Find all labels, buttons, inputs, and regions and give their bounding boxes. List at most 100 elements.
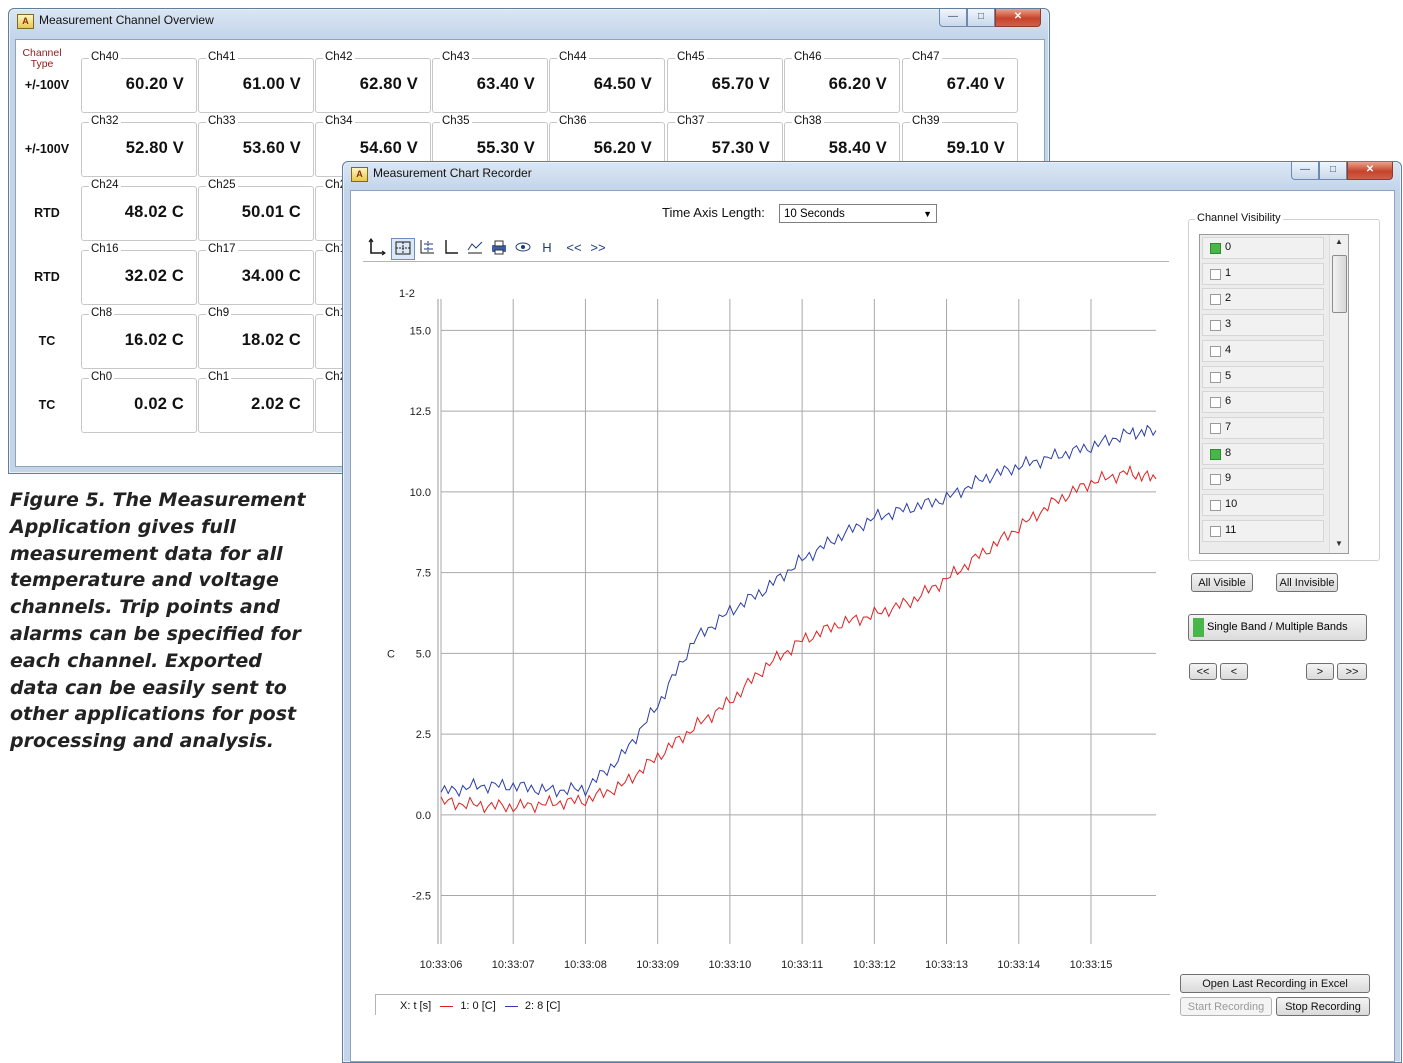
scroll-back-button[interactable]: << xyxy=(566,240,582,255)
channel-tile[interactable]: Ch35 55.30 V xyxy=(432,115,548,177)
minimize-button[interactable]: — xyxy=(1291,162,1319,180)
channel-value: 52.80 V xyxy=(125,139,184,157)
channel-checkbox[interactable] xyxy=(1210,474,1221,486)
channel-visibility-item[interactable]: 4 xyxy=(1202,339,1324,362)
channel-label: Ch17 xyxy=(206,243,238,255)
channel-label: Ch45 xyxy=(675,51,707,63)
channel-label: Ch39 xyxy=(910,115,942,127)
channel-visibility-item[interactable]: 2 xyxy=(1202,288,1324,311)
recorder-titlebar[interactable]: A Measurement Chart Recorder — □ ✕ xyxy=(343,162,1401,188)
chart-recorder-window: A Measurement Chart Recorder — □ ✕ Time … xyxy=(342,161,1402,1063)
channel-tile[interactable]: Ch16 32.02 C xyxy=(81,243,197,305)
channel-tile[interactable]: Ch46 66.20 V xyxy=(784,51,900,113)
channel-value: 18.02 C xyxy=(241,331,301,349)
channel-checkbox[interactable] xyxy=(1210,525,1221,537)
channel-label: Ch37 xyxy=(675,115,707,127)
channel-checkbox[interactable] xyxy=(1210,345,1221,357)
channel-visibility-item[interactable]: 11 xyxy=(1202,519,1324,542)
channel-label: Ch2 xyxy=(323,371,349,383)
trend-icon[interactable] xyxy=(465,238,485,258)
channel-tile[interactable]: Ch45 65.70 V xyxy=(667,51,783,113)
nav-last-button[interactable]: >> xyxy=(1337,663,1367,680)
channel-checkbox[interactable] xyxy=(1210,268,1221,280)
close-button[interactable]: ✕ xyxy=(1347,162,1393,180)
channel-tile[interactable]: Ch24 48.02 C xyxy=(81,179,197,241)
channel-visibility-group: Channel Visibility 11 10 9 8 7 6 5 4 3 2 1 0 ▲ ▼ Al… xyxy=(1188,212,1380,592)
scroll-down-icon[interactable]: ▼ xyxy=(1335,539,1343,548)
channel-tile[interactable]: Ch0 0.02 C xyxy=(81,371,197,433)
hold-button[interactable]: H xyxy=(542,240,552,255)
channel-checkbox[interactable] xyxy=(1210,397,1221,409)
channel-value: 58.40 V xyxy=(828,139,887,157)
channel-visibility-item[interactable]: 10 xyxy=(1202,494,1324,516)
channel-tile[interactable]: Ch8 16.02 C xyxy=(81,307,197,369)
time-axis-length-select[interactable]: 10 Seconds ▼ xyxy=(779,204,937,223)
channel-tile[interactable]: Ch25 50.01 C xyxy=(198,179,314,241)
all-invisible-button[interactable]: All Invisible xyxy=(1276,573,1338,592)
channel-label: Ch42 xyxy=(323,51,355,63)
channel-label: Ch34 xyxy=(323,115,355,127)
channel-checkbox[interactable] xyxy=(1210,320,1221,332)
channel-checkbox[interactable] xyxy=(1210,243,1221,254)
channel-tile[interactable]: Ch40 60.20 V xyxy=(81,51,197,113)
row-type-label: RTD xyxy=(34,206,60,220)
channel-tile[interactable]: Ch1 2.02 C xyxy=(198,371,314,433)
channel-tile[interactable]: Ch33 53.60 V xyxy=(198,115,314,177)
stop-recording-button[interactable]: Stop Recording xyxy=(1276,997,1370,1016)
channel-visibility-list[interactable]: 11 10 9 8 7 6 5 4 3 2 1 0 ▲ ▼ xyxy=(1199,234,1349,554)
scroll-up-icon[interactable]: ▲ xyxy=(1335,237,1343,246)
zoom-y-icon[interactable] xyxy=(417,238,437,258)
channel-label: Ch2 xyxy=(323,179,349,191)
zoom-box-icon[interactable] xyxy=(391,238,415,260)
channel-visibility-item[interactable]: 6 xyxy=(1202,391,1324,414)
channel-checkbox[interactable] xyxy=(1210,422,1221,434)
channel-list-scrollbar[interactable]: ▲ ▼ xyxy=(1329,235,1348,553)
channel-label: Ch47 xyxy=(910,51,942,63)
channel-visibility-item[interactable]: 5 xyxy=(1202,365,1324,388)
nav-prev-button[interactable]: < xyxy=(1220,663,1248,680)
all-visible-button[interactable]: All Visible xyxy=(1191,573,1253,592)
channel-checkbox[interactable] xyxy=(1210,371,1221,383)
scroll-forward-button[interactable]: >> xyxy=(590,240,606,255)
channel-tile[interactable]: Ch44 64.50 V xyxy=(549,51,665,113)
nav-first-button[interactable]: << xyxy=(1189,663,1217,680)
nav-next-button[interactable]: > xyxy=(1306,663,1334,680)
channel-tile[interactable]: Ch47 67.40 V xyxy=(902,51,1018,113)
maximize-button[interactable]: □ xyxy=(967,9,995,27)
channel-value: 16.02 C xyxy=(124,331,184,349)
print-icon[interactable] xyxy=(489,238,509,258)
channel-visibility-item[interactable]: 3 xyxy=(1202,314,1324,337)
axes-icon[interactable] xyxy=(367,237,387,258)
channel-checkbox[interactable] xyxy=(1210,500,1221,511)
overview-titlebar[interactable]: A Measurement Channel Overview — □ ✕ xyxy=(9,9,1049,35)
open-last-recording-excel-button[interactable]: Open Last Recording in Excel xyxy=(1180,974,1370,993)
recorder-chart[interactable]: 15.0 12.5 10.0 7.5 5.0 2.5 0.0 -2.5 10:33:06 10:3… xyxy=(351,276,1181,986)
channel-tile[interactable]: Ch42 62.80 V xyxy=(315,51,431,113)
x-tick-label: 10:33:11 xyxy=(781,959,823,971)
channel-visibility-item[interactable]: 0 xyxy=(1202,237,1324,259)
channel-tile[interactable]: Ch41 61.00 V xyxy=(198,51,314,113)
channel-visibility-item[interactable]: 1 xyxy=(1202,262,1324,285)
eye-icon[interactable] xyxy=(513,238,533,258)
minimize-button[interactable]: — xyxy=(939,9,967,27)
channel-visibility-item[interactable]: 9 xyxy=(1202,468,1324,491)
channel-visibility-item[interactable]: 7 xyxy=(1202,416,1324,439)
channel-checkbox[interactable] xyxy=(1210,294,1221,306)
channel-visibility-item[interactable]: 8 xyxy=(1202,442,1324,465)
x-tick-label: 10:33:14 xyxy=(997,959,1040,971)
channel-tile[interactable]: Ch43 63.40 V xyxy=(432,51,548,113)
y-axis-label: C xyxy=(387,648,395,660)
row-type-label: RTD xyxy=(34,270,60,284)
channel-tile[interactable]: Ch17 34.00 C xyxy=(198,243,314,305)
channel-tile[interactable]: Ch9 18.02 C xyxy=(198,307,314,369)
series-line-2 xyxy=(440,464,1157,814)
start-recording-button[interactable]: Start Recording xyxy=(1180,997,1272,1016)
single-multiple-bands-button[interactable]: Single Band / Multiple Bands xyxy=(1188,614,1367,641)
scroll-thumb[interactable] xyxy=(1332,255,1347,313)
maximize-button[interactable]: □ xyxy=(1319,162,1347,180)
axis-icon[interactable] xyxy=(441,238,461,258)
close-button[interactable]: ✕ xyxy=(995,9,1041,27)
channel-tile[interactable]: Ch32 52.80 V xyxy=(81,115,197,177)
channel-checkbox[interactable] xyxy=(1210,448,1221,460)
channel-value: 55.30 V xyxy=(476,139,535,157)
